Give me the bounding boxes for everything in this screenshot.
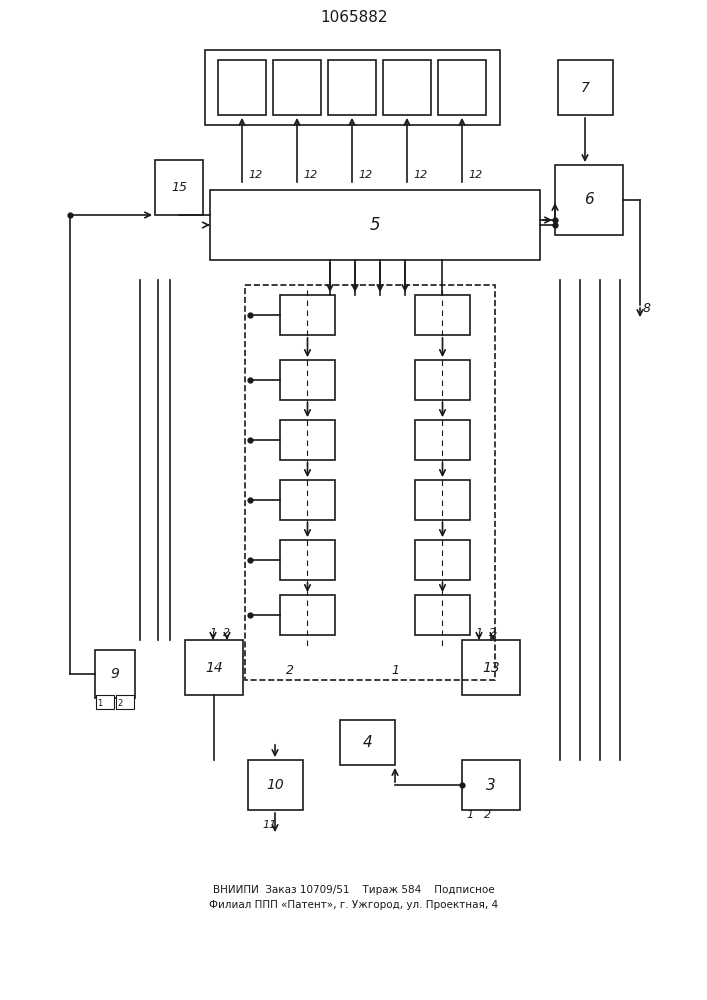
Text: 8: 8 — [643, 302, 651, 314]
FancyBboxPatch shape — [210, 190, 540, 260]
FancyBboxPatch shape — [185, 640, 243, 695]
Text: 12: 12 — [248, 170, 262, 180]
Text: 15: 15 — [171, 181, 187, 194]
Text: 1: 1 — [98, 698, 103, 708]
FancyBboxPatch shape — [95, 650, 135, 698]
FancyBboxPatch shape — [273, 60, 321, 115]
FancyBboxPatch shape — [415, 480, 470, 520]
FancyBboxPatch shape — [328, 60, 376, 115]
Text: 12: 12 — [303, 170, 317, 180]
FancyBboxPatch shape — [555, 165, 623, 235]
Text: 1: 1 — [475, 628, 483, 638]
Text: 12: 12 — [413, 170, 427, 180]
FancyBboxPatch shape — [415, 360, 470, 400]
Text: 2: 2 — [286, 664, 294, 676]
FancyBboxPatch shape — [415, 595, 470, 635]
Text: 10: 10 — [267, 778, 284, 792]
FancyBboxPatch shape — [280, 420, 335, 460]
FancyBboxPatch shape — [438, 60, 486, 115]
Text: 4: 4 — [363, 735, 373, 750]
FancyBboxPatch shape — [218, 60, 266, 115]
Text: 2: 2 — [484, 810, 491, 820]
Text: 7: 7 — [581, 81, 590, 95]
Text: 2: 2 — [223, 628, 230, 638]
FancyBboxPatch shape — [155, 160, 203, 215]
Text: 3: 3 — [486, 778, 496, 792]
Text: 2: 2 — [117, 698, 122, 708]
Text: 13: 13 — [482, 660, 500, 674]
Text: 2: 2 — [489, 628, 496, 638]
FancyBboxPatch shape — [248, 760, 303, 810]
FancyBboxPatch shape — [96, 695, 114, 709]
FancyBboxPatch shape — [280, 295, 335, 335]
FancyBboxPatch shape — [415, 540, 470, 580]
Text: 1: 1 — [209, 628, 216, 638]
FancyBboxPatch shape — [415, 420, 470, 460]
Text: 11: 11 — [263, 820, 277, 830]
FancyBboxPatch shape — [383, 60, 431, 115]
Text: 9: 9 — [110, 667, 119, 681]
Text: 12: 12 — [468, 170, 482, 180]
FancyBboxPatch shape — [280, 595, 335, 635]
Text: 12: 12 — [358, 170, 373, 180]
Text: 5: 5 — [370, 216, 380, 234]
Text: Филиал ППП «Патент», г. Ужгород, ул. Проектная, 4: Филиал ППП «Патент», г. Ужгород, ул. Про… — [209, 900, 498, 910]
Text: 1065882: 1065882 — [320, 10, 387, 25]
FancyBboxPatch shape — [116, 695, 134, 709]
Text: 1: 1 — [391, 664, 399, 676]
Text: 1: 1 — [467, 810, 474, 820]
Text: 6: 6 — [584, 192, 594, 208]
FancyBboxPatch shape — [415, 295, 470, 335]
FancyBboxPatch shape — [280, 360, 335, 400]
FancyBboxPatch shape — [558, 60, 613, 115]
Text: ВНИИПИ  Заказ 10709/51    Тираж 584    Подписное: ВНИИПИ Заказ 10709/51 Тираж 584 Подписно… — [214, 885, 495, 895]
Text: 14: 14 — [205, 660, 223, 674]
FancyBboxPatch shape — [280, 480, 335, 520]
FancyBboxPatch shape — [340, 720, 395, 765]
FancyBboxPatch shape — [462, 760, 520, 810]
FancyBboxPatch shape — [280, 540, 335, 580]
FancyBboxPatch shape — [462, 640, 520, 695]
